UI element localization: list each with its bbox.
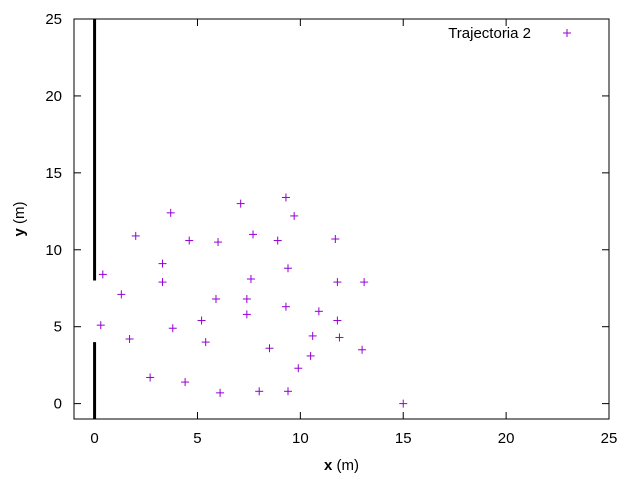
- data-point: [236, 199, 245, 208]
- data-point: [181, 378, 190, 387]
- x-axis-label: x (m): [324, 457, 359, 474]
- data-point: [265, 344, 274, 353]
- data-point: [314, 307, 323, 316]
- data-point: [158, 278, 167, 287]
- data-point: [331, 235, 340, 243]
- data-point: [308, 331, 317, 340]
- data-point: [281, 302, 290, 311]
- data-point: [255, 387, 264, 396]
- data-point: [246, 275, 255, 283]
- legend: Trajectoria 2: [448, 25, 571, 42]
- y-tick-label: 5: [54, 319, 62, 336]
- data-point: [242, 310, 251, 319]
- data-point: [333, 278, 342, 287]
- data-point: [214, 238, 223, 247]
- x-tick-label: 10: [292, 430, 309, 447]
- data-point: [399, 399, 408, 408]
- x-tick-label: 15: [395, 430, 412, 447]
- data-points: [96, 193, 408, 408]
- axis-tick-labels: 0 5 10 15 20 25 0 5 10 15 20 25: [45, 11, 617, 447]
- data-point: [284, 264, 292, 273]
- x-axis-var: x: [324, 457, 333, 474]
- y-tick-label: 20: [45, 88, 62, 105]
- legend-marker-symbol: [563, 29, 571, 37]
- data-point: [281, 193, 290, 202]
- y-tick-label: 15: [45, 165, 62, 182]
- x-tick-label: 0: [90, 430, 98, 447]
- data-point: [185, 236, 194, 245]
- data-point: [290, 211, 299, 220]
- data-point: [306, 351, 315, 360]
- data-point: [249, 230, 258, 239]
- y-tick-label: 25: [45, 11, 62, 28]
- data-point: [294, 364, 303, 373]
- x-tick-label: 20: [498, 430, 515, 447]
- plot-frame: [73, 18, 610, 420]
- data-point: [117, 290, 126, 299]
- data-point: [358, 345, 367, 354]
- axis-ticks: [74, 18, 610, 419]
- y-tick-label: 10: [45, 242, 62, 259]
- y-axis-var: y: [11, 228, 28, 237]
- data-point: [273, 236, 282, 245]
- data-point: [333, 316, 342, 325]
- data-point: [201, 338, 210, 347]
- data-point: [216, 388, 225, 397]
- data-point: [125, 335, 134, 343]
- data-point: [158, 259, 167, 268]
- data-point: [197, 316, 206, 325]
- data-point: [96, 321, 105, 330]
- legend-label: Trajectoria 2: [448, 25, 531, 42]
- data-point: [98, 270, 107, 279]
- data-point: [166, 208, 175, 217]
- data-point: [242, 295, 251, 303]
- y-axis-label: y (m): [11, 201, 28, 236]
- data-point: [335, 333, 344, 342]
- y-tick-label: 0: [54, 396, 62, 413]
- x-tick-label: 25: [601, 430, 618, 447]
- data-point: [146, 373, 155, 382]
- legend-marker: [563, 29, 571, 37]
- data-point: [211, 295, 220, 303]
- x-axis-unit: (m): [337, 457, 360, 474]
- y-axis-unit: (m): [11, 201, 28, 224]
- x-tick-label: 5: [193, 430, 201, 447]
- data-point: [360, 278, 369, 287]
- data-point: [168, 324, 177, 333]
- data-point: [131, 231, 140, 240]
- data-point: [284, 387, 292, 396]
